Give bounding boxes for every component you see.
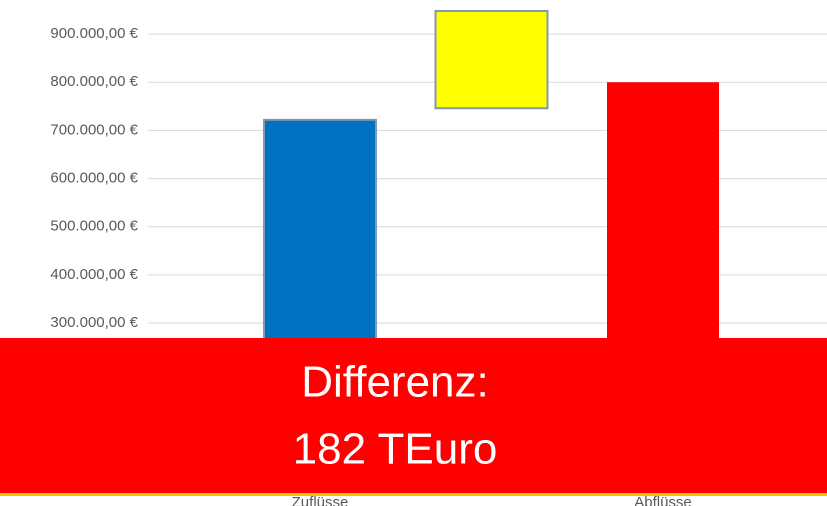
banner-line: Differenz: xyxy=(301,358,489,407)
y-tick-label: 700.000,00 € xyxy=(50,121,138,138)
y-tick-label: 800.000,00 € xyxy=(50,73,138,90)
y-tick-label: 300.000,00 € xyxy=(50,314,138,331)
y-tick-label: 600.000,00 € xyxy=(50,170,138,187)
x-tick-label: Zuflüsse xyxy=(292,494,349,506)
banner xyxy=(0,338,827,493)
banner-line: 182 TEuro xyxy=(293,425,498,474)
y-tick-label: 900.000,00 € xyxy=(50,25,138,42)
floating-bar xyxy=(434,9,549,110)
y-tick-label: 500.000,00 € xyxy=(50,218,138,235)
x-tick-label: Abflüsse xyxy=(634,494,692,506)
y-tick-label: 400.000,00 € xyxy=(50,266,138,283)
